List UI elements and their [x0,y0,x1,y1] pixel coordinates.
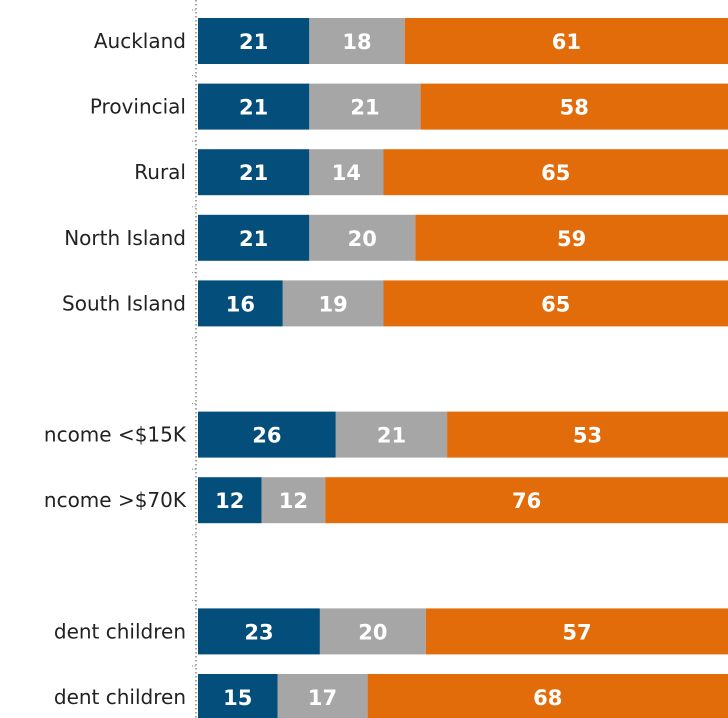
category-label: dent children [54,685,186,709]
bar-segment [383,280,728,327]
bar-segment [325,477,728,524]
data-label: 53 [573,424,602,448]
bar-segment [198,280,283,327]
bar-segment [309,83,421,130]
bar-segment [425,608,728,655]
data-label: 21 [239,30,268,54]
category-label: ncome <$15K [44,423,187,447]
data-label: 21 [239,161,268,185]
bar-segment [198,608,320,655]
bar-segment [198,214,310,261]
bar-segment [198,149,310,196]
bar-segment [309,149,384,196]
bars-group [198,18,728,718]
data-label: 19 [319,292,348,316]
bar-segment [447,411,728,458]
data-label: 23 [244,620,273,644]
bar-segment [415,214,728,261]
data-label: 14 [332,161,361,185]
data-label: 21 [239,96,268,120]
data-label: 61 [552,30,581,54]
value-labels: 21 18 61 21 21 58 21 14 65 21 20 59 16 19 65 26 21 53 12 12… [215,30,602,710]
data-label: 17 [308,686,337,710]
data-label: 58 [560,96,589,120]
data-label: 20 [348,227,377,251]
category-label: dent children [54,619,186,643]
bar-segment [420,83,728,130]
bar-segment [282,280,384,327]
data-label: 68 [533,686,562,710]
data-label: 26 [252,424,281,448]
data-label: 21 [239,227,268,251]
bar-segment [261,477,326,524]
data-label: 21 [350,96,379,120]
bar-segment [367,674,728,718]
bar-segment [198,18,310,64]
category-label: Auckland [94,29,186,53]
category-labels: Auckland Provincial Rural North Island South… [44,29,187,709]
bar-segment [335,411,448,458]
data-label: 20 [358,620,387,644]
data-label: 15 [223,686,252,710]
category-label: Provincial [90,95,186,119]
bar-segment [277,674,368,718]
data-label: 76 [512,489,541,513]
bar-segment [319,608,426,655]
bar-segment [198,477,262,524]
data-label: 16 [226,292,255,316]
bar-segment [309,18,405,64]
data-label: 12 [215,489,244,513]
bar-segment [198,674,278,718]
bar-segment [383,149,728,196]
bar-segment [404,18,728,64]
data-label: 65 [541,292,570,316]
category-label: Rural [134,160,186,184]
category-label: South Island [62,291,186,315]
data-label: 18 [342,30,371,54]
category-label: North Island [64,226,186,250]
data-label: 57 [562,620,591,644]
data-label: 21 [377,424,406,448]
category-label: ncome >$70K [44,488,187,512]
bar-segment [198,411,336,458]
data-label: 12 [279,489,308,513]
data-label: 59 [557,227,586,251]
bar-segment [198,83,310,130]
data-label: 65 [541,161,570,185]
bar-segment [309,214,416,261]
